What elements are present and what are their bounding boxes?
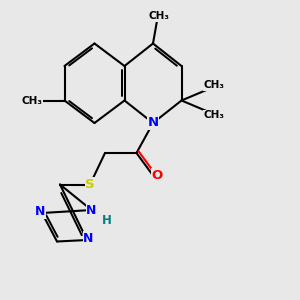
Text: CH₃: CH₃ bbox=[204, 80, 225, 91]
Text: CH₃: CH₃ bbox=[148, 11, 170, 22]
Text: N: N bbox=[83, 232, 94, 245]
Text: CH₃: CH₃ bbox=[204, 110, 225, 121]
Text: N: N bbox=[86, 203, 97, 217]
Text: N: N bbox=[147, 116, 159, 130]
Text: O: O bbox=[152, 169, 163, 182]
Text: H: H bbox=[102, 214, 111, 227]
Text: N: N bbox=[35, 205, 46, 218]
Text: S: S bbox=[85, 178, 95, 191]
Text: CH₃: CH₃ bbox=[21, 95, 42, 106]
